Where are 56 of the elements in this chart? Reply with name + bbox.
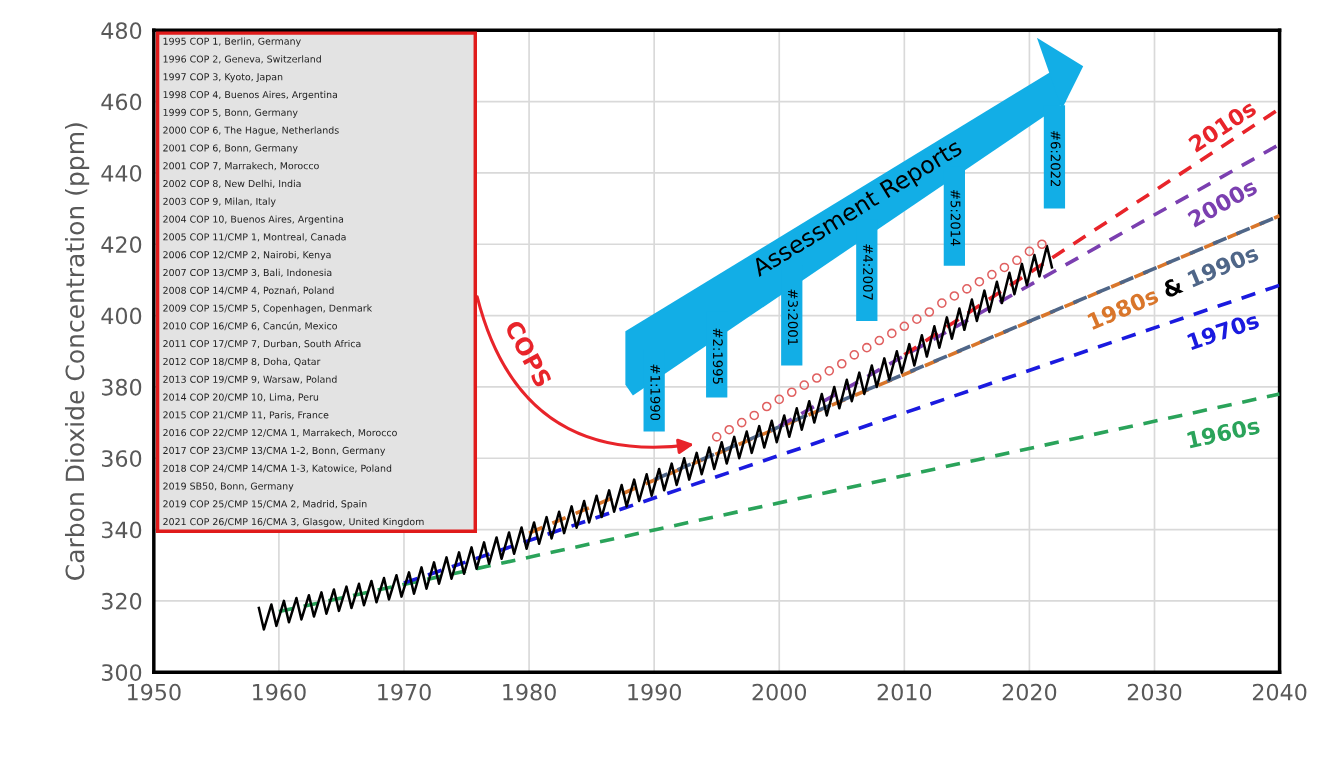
annotation: 2015 COP 21/CMP 11, Paris, France — [163, 411, 329, 420]
y-tick-label: 380 — [101, 378, 142, 396]
annotation: 2016 COP 22/CMP 12/CMA 1, Marrakech, Morocco — [163, 428, 397, 438]
x-tick-label: 1950 — [127, 683, 181, 701]
annotation: 1996 COP 2, Geneva, Switzerland — [163, 55, 321, 64]
y-tick-label: 440 — [101, 164, 142, 182]
annotation: 2012 COP 18/CMP 8, Doha, Qatar — [163, 357, 321, 367]
y-tick-label: 320 — [101, 592, 142, 610]
y-tick-label: 400 — [101, 307, 142, 325]
annotation: 1995 COP 1, Berlin, Germany — [163, 37, 301, 47]
annotation: 2001 COP 7, Marrakech, Morocco — [163, 162, 319, 171]
annotation: 2017 COP 23/CMP 13/CMA 1-2, Bonn, Germany — [163, 446, 386, 456]
annotation: 2002 COP 8, New Delhi, India — [163, 179, 301, 189]
annotation: 2004 COP 10, Buenos Aires, Argentina — [163, 215, 344, 225]
annotation: 1999 COP 5, Bonn, Germany — [163, 108, 298, 118]
annotation: #1:1990 — [650, 364, 661, 421]
annotation: 2008 COP 14/CMP 4, Poznań, Poland — [163, 286, 334, 295]
annotation: 2013 COP 19/CMP 9, Warsaw, Poland — [163, 375, 337, 384]
annotation: #2:1995 — [712, 328, 723, 384]
annotation: 2009 COP 15/CMP 5, Copenhagen, Denmark — [163, 304, 373, 314]
annotation: 2007 COP 13/CMP 3, Bali, Indonesia — [163, 268, 332, 278]
annotation: #3:2001 — [787, 289, 798, 345]
annotation: 2019 COP 25/CMP 15/CMA 2, Madrid, Spain — [163, 500, 367, 510]
annotation: 2005 COP 11/CMP 1, Montreal, Canada — [163, 233, 346, 242]
annotation: 2014 COP 20/CMP 10, Lima, Peru — [163, 393, 319, 402]
annotation: 2001 COP 6, Bonn, Germany — [163, 144, 298, 154]
annotation: 2010 COP 16/CMP 6, Cancún, Mexico — [163, 321, 337, 331]
y-tick-label: 360 — [101, 450, 142, 467]
annotation: 2018 COP 24/CMP 14/CMA 1-3, Katowice, Poland — [163, 464, 392, 473]
text: 1960s — [1186, 416, 1261, 449]
x-tick-label: 1990 — [628, 683, 681, 701]
annotation: & — [1161, 276, 1184, 299]
annotation: 2019 SB50, Bonn, Germany — [163, 482, 294, 492]
x-tick-label: 2000 — [752, 683, 807, 701]
annotation: 2021 COP 26/CMP 16/CMA 3, Glasgow, United Kingdom — [163, 517, 424, 528]
y-tick-label: 300 — [101, 664, 142, 681]
x-tick-label: 2040 — [1252, 683, 1307, 701]
x-tick-label: 2010 — [877, 683, 932, 701]
x-tick-label: 2020 — [1002, 683, 1057, 701]
y-tick-label: 480 — [101, 22, 142, 40]
y-tick-label: 340 — [101, 521, 142, 539]
x-tick-label: 1980 — [503, 683, 556, 701]
annotation: 2006 COP 12/CMP 2, Nairobi, Kenya — [163, 250, 331, 261]
annotation: 2000 COP 6, The Hague, Netherlands — [163, 126, 339, 136]
y-axis-title: Carbon Dioxide Concentration (ppm) — [64, 123, 90, 580]
annotation: 1998 COP 4, Buenos Aires, Argentina — [163, 90, 338, 100]
y-tick-label: 420 — [101, 236, 142, 254]
annotation: 2011 COP 17/CMP 7, Durban, South Africa — [163, 339, 361, 349]
annotation: 2003 COP 9, Milan, Italy — [163, 197, 276, 207]
annotation: 1997 COP 3, Kyoto, Japan — [163, 73, 283, 83]
x-tick-label: 1970 — [378, 683, 431, 701]
annotation: #6:2022 — [1050, 130, 1061, 187]
x-tick-label: 1960 — [253, 683, 306, 701]
x-tick-label: 2030 — [1127, 683, 1182, 701]
y-tick-label: 460 — [101, 93, 142, 111]
text: 1970s — [1186, 311, 1260, 351]
